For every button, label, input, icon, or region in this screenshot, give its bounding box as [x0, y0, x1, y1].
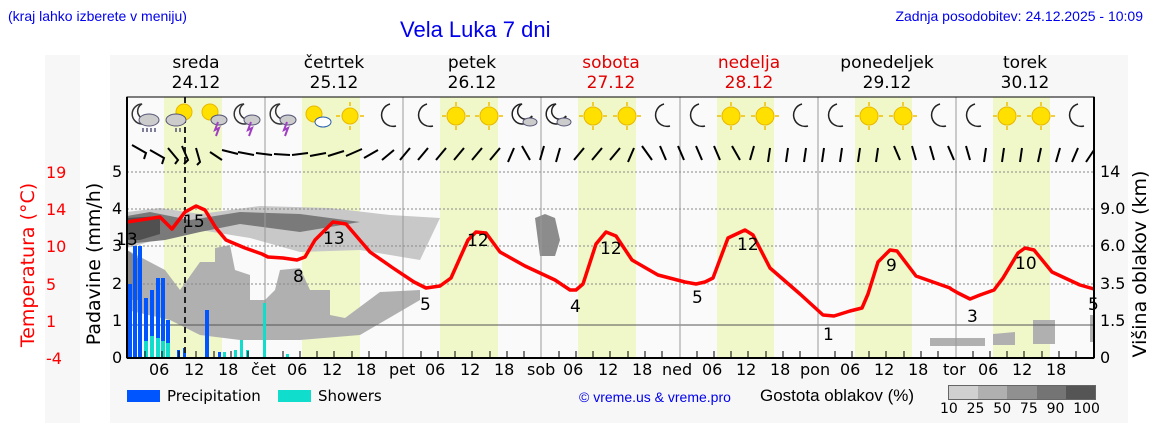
svg-text:15: 15 [183, 212, 205, 232]
sun-icon [341, 107, 359, 125]
svg-text:1: 1 [823, 325, 834, 345]
showers-legend-label: Showers [318, 387, 382, 405]
page-title: Vela Luka 7 dni [400, 17, 551, 42]
cloud-height-axis-label: Višina oblakov (km) [1129, 170, 1151, 358]
sun-cloud-thunder-icon [201, 103, 228, 137]
day-header-1: četrtek 25.12 [303, 53, 365, 93]
moon-cloud-thunder-icon [233, 103, 261, 137]
day-header-5: ponedeljek 29.12 [840, 53, 934, 93]
moon-icon [380, 103, 397, 128]
sun-rays [336, 102, 1055, 130]
temperature-line [126, 204, 1095, 318]
svg-text:9: 9 [886, 256, 897, 276]
weather-icons-rest [417, 103, 1085, 128]
cloud-density-ticks: 10 25 50 75 90 100 [940, 401, 1100, 417]
precipitation-swatch [127, 390, 160, 402]
moon-cloud-thunder-icon [269, 103, 297, 137]
svg-text:12: 12 [600, 239, 622, 259]
svg-text:13: 13 [323, 229, 345, 249]
day-header-2: petek 26.12 [447, 53, 497, 93]
svg-text:5: 5 [692, 288, 703, 308]
svg-text:12: 12 [467, 231, 489, 251]
day-header-6: torek 30.12 [1000, 53, 1050, 93]
svg-text:12: 12 [737, 235, 759, 255]
svg-text:4: 4 [570, 297, 581, 317]
wind-barbs [131, 144, 1095, 166]
temp-axis-label: Temperatura (°C) [17, 182, 39, 348]
cloud-density-scale [948, 385, 1096, 400]
precipitation-legend-label: Precipitation [167, 387, 261, 405]
svg-text:8: 8 [293, 267, 304, 287]
last-update: Zadnja posodobitev: 24.12.2025 - 10:09 [895, 8, 1143, 24]
precipitation-bars [128, 246, 221, 358]
temp-axis-panel [45, 55, 80, 423]
showers-swatch [278, 390, 311, 402]
x-minor-ticks [144, 351, 1077, 358]
precip-axis-label: Padavine (mm/h) [83, 182, 105, 346]
day-header-4: nedelja 28.12 [717, 53, 781, 93]
svg-text:5: 5 [420, 295, 431, 315]
svg-text:10: 10 [1015, 254, 1037, 274]
cloud-density-label: Gostota oblakov (%) [760, 386, 915, 405]
day-header-3: sobota 27.12 [582, 53, 640, 93]
moon-cloud-rain-icon [131, 103, 160, 132]
day-header-0: sreda 24.12 [171, 53, 221, 93]
temperature-labels: 13 15 8 13 5 12 4 12 5 12 1 9 3 10 5 [116, 212, 1099, 345]
sun-cloud-icon [305, 105, 332, 128]
location-hint: (kraj lahko izberete v meniju) [8, 8, 187, 24]
svg-text:3: 3 [967, 307, 978, 327]
copyright-link[interactable]: © vreme.us & vreme.pro [579, 389, 731, 405]
weather-icons [131, 103, 397, 137]
sun-cloud-rain-icon [165, 103, 193, 132]
